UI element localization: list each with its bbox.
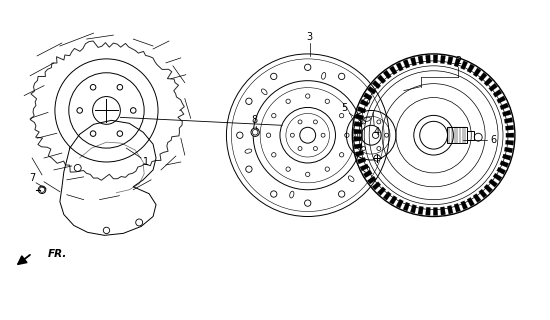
- Polygon shape: [403, 60, 410, 68]
- Polygon shape: [505, 140, 514, 145]
- Polygon shape: [467, 197, 475, 206]
- Polygon shape: [461, 201, 468, 210]
- Polygon shape: [484, 77, 493, 86]
- Polygon shape: [489, 83, 498, 92]
- Polygon shape: [502, 110, 511, 116]
- Polygon shape: [454, 58, 460, 67]
- Polygon shape: [497, 167, 506, 174]
- Bar: [448, 127, 468, 143]
- Circle shape: [39, 186, 46, 194]
- Polygon shape: [461, 61, 468, 70]
- Polygon shape: [467, 64, 475, 73]
- Polygon shape: [500, 103, 509, 110]
- Polygon shape: [389, 66, 397, 75]
- Text: 8: 8: [251, 115, 257, 125]
- Polygon shape: [383, 70, 391, 79]
- Polygon shape: [355, 151, 364, 156]
- Polygon shape: [418, 56, 424, 64]
- Polygon shape: [426, 55, 431, 63]
- Text: 3: 3: [307, 32, 313, 42]
- Polygon shape: [447, 56, 453, 65]
- Circle shape: [374, 155, 380, 161]
- Circle shape: [251, 128, 260, 136]
- Bar: [468, 131, 474, 140]
- Polygon shape: [441, 55, 446, 64]
- Polygon shape: [505, 125, 514, 130]
- Polygon shape: [360, 164, 369, 171]
- Polygon shape: [355, 114, 364, 120]
- Polygon shape: [478, 72, 487, 81]
- Polygon shape: [353, 137, 361, 141]
- Polygon shape: [502, 154, 511, 160]
- Polygon shape: [357, 157, 366, 164]
- Text: 2: 2: [455, 56, 461, 66]
- Polygon shape: [410, 204, 416, 213]
- Polygon shape: [360, 99, 369, 107]
- Polygon shape: [389, 196, 397, 204]
- Polygon shape: [418, 206, 424, 215]
- Text: 5: 5: [341, 103, 348, 114]
- Polygon shape: [493, 173, 502, 181]
- Polygon shape: [367, 176, 376, 184]
- Polygon shape: [473, 194, 481, 203]
- Polygon shape: [364, 92, 372, 100]
- Polygon shape: [396, 199, 403, 208]
- Polygon shape: [354, 121, 362, 127]
- Polygon shape: [383, 191, 391, 200]
- Polygon shape: [504, 147, 513, 153]
- Circle shape: [74, 164, 81, 172]
- Polygon shape: [447, 205, 453, 214]
- Polygon shape: [473, 68, 481, 77]
- Polygon shape: [504, 117, 513, 123]
- Text: 1: 1: [143, 157, 149, 167]
- Polygon shape: [372, 80, 381, 89]
- Polygon shape: [484, 184, 493, 193]
- Polygon shape: [441, 207, 446, 215]
- Polygon shape: [497, 96, 506, 103]
- Polygon shape: [506, 133, 514, 138]
- Text: 4: 4: [374, 127, 380, 137]
- Polygon shape: [500, 161, 509, 168]
- Polygon shape: [454, 204, 460, 212]
- Polygon shape: [493, 89, 502, 97]
- Polygon shape: [377, 187, 386, 196]
- Polygon shape: [426, 207, 431, 215]
- Text: 6: 6: [490, 135, 496, 145]
- Polygon shape: [367, 86, 376, 94]
- Polygon shape: [364, 170, 372, 178]
- Circle shape: [136, 219, 142, 226]
- Polygon shape: [489, 179, 498, 187]
- Polygon shape: [433, 55, 438, 63]
- Polygon shape: [353, 129, 361, 134]
- Text: 7: 7: [29, 173, 35, 183]
- Polygon shape: [403, 202, 410, 211]
- Polygon shape: [354, 144, 362, 149]
- Polygon shape: [433, 207, 438, 215]
- Polygon shape: [478, 189, 487, 198]
- Polygon shape: [357, 107, 366, 113]
- Polygon shape: [377, 75, 386, 84]
- Polygon shape: [372, 182, 381, 190]
- Polygon shape: [396, 62, 403, 71]
- Circle shape: [103, 227, 109, 234]
- Text: FR.: FR.: [48, 249, 67, 259]
- Polygon shape: [410, 57, 416, 66]
